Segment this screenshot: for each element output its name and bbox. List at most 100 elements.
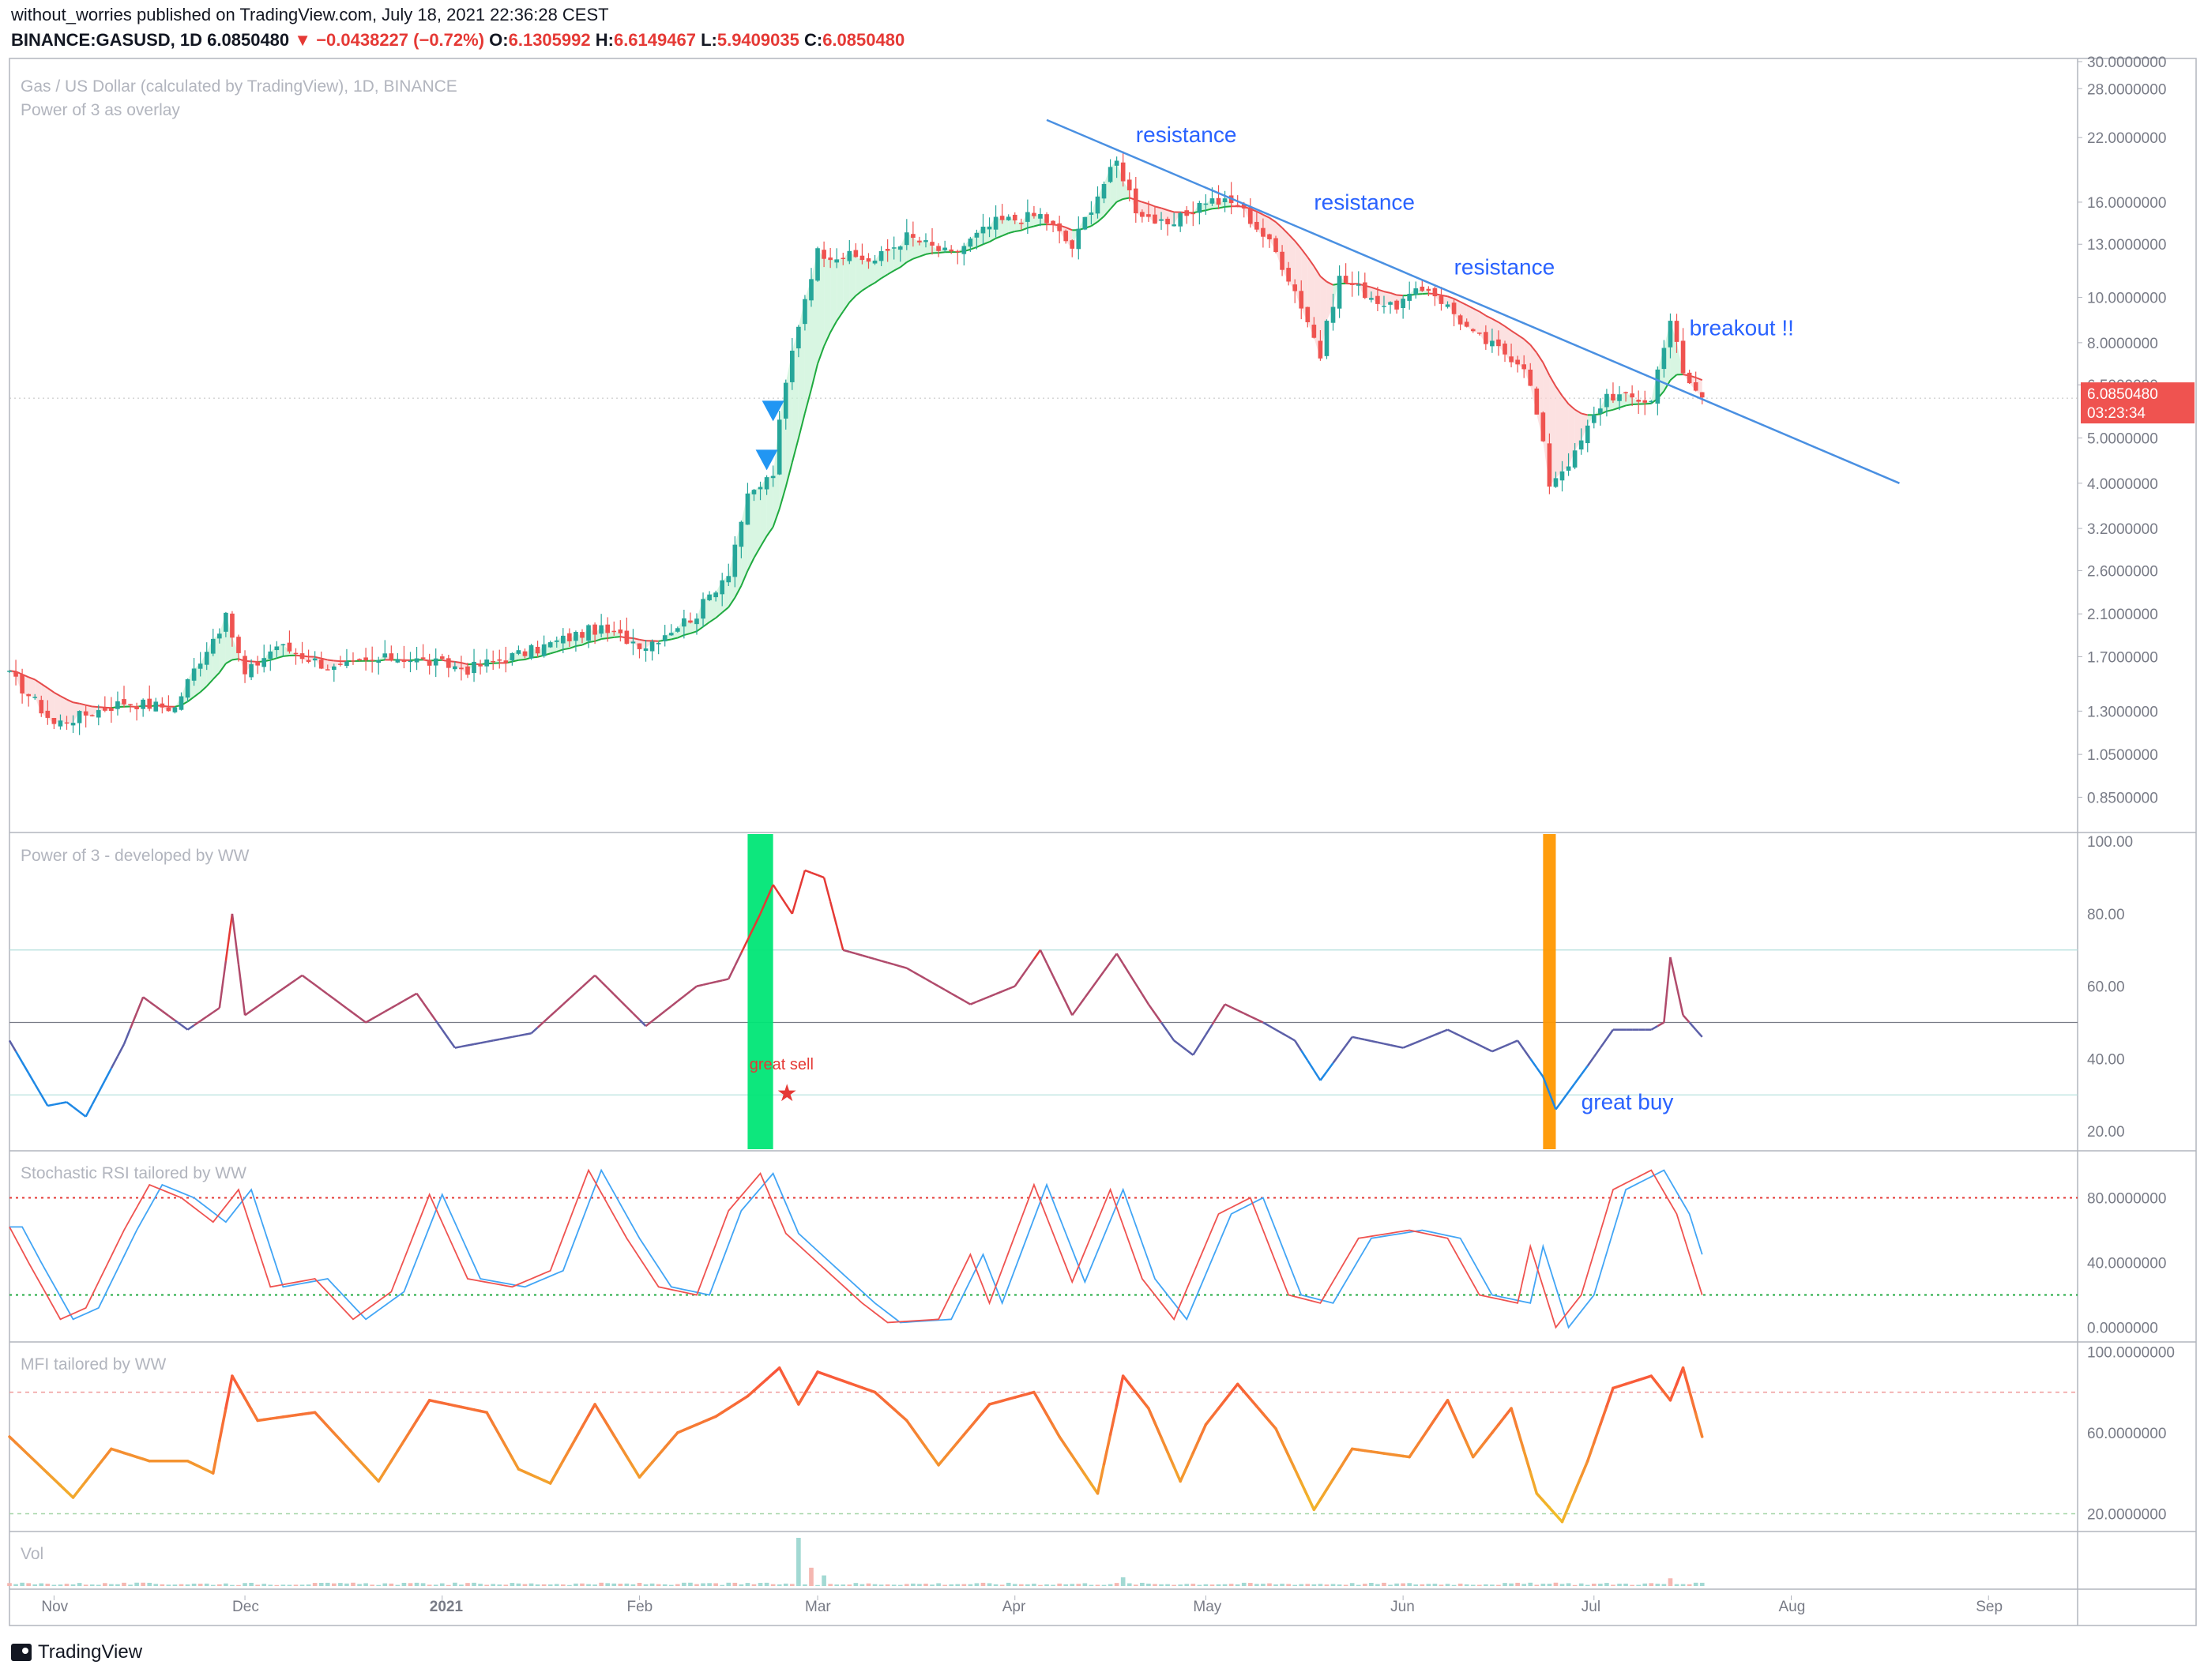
candle-body <box>1484 332 1488 344</box>
candle-body <box>656 642 661 645</box>
candle-body <box>1343 276 1348 283</box>
volume-bar <box>51 1584 57 1586</box>
power3-line-segment <box>1237 1009 1245 1015</box>
overlay-ema-segment <box>1033 224 1041 227</box>
resistance-trendline[interactable] <box>1046 118 1900 484</box>
candle-body <box>1432 288 1438 297</box>
volume-bar <box>243 1583 247 1586</box>
volume-bar <box>427 1584 432 1586</box>
frame-border <box>9 58 2197 1626</box>
candle-body <box>522 651 528 656</box>
mfi-line-segment <box>656 1445 667 1456</box>
volume-bar <box>1190 1584 1196 1586</box>
power3-line-segment <box>441 1028 449 1039</box>
mfi-line-segment <box>568 1437 577 1451</box>
volume-bar <box>1280 1584 1284 1586</box>
power3-line-segment <box>906 967 914 973</box>
candle-body <box>751 490 757 494</box>
osc-tick-label: 60.00 <box>2087 979 2125 996</box>
candle-body <box>1018 222 1024 224</box>
power3-line-segment <box>320 988 329 995</box>
power3-line-segment <box>1364 1039 1372 1043</box>
price-tick-label: 1.3000000 <box>2087 704 2158 720</box>
power3-line-segment <box>817 874 825 879</box>
volume-bar <box>1318 1584 1323 1586</box>
volume-bar <box>1451 1584 1457 1586</box>
volume-bar <box>1572 1584 1578 1586</box>
power3-line-segment <box>142 996 150 1003</box>
candle-body <box>803 299 807 325</box>
volume-bar <box>210 1584 216 1586</box>
mfi-line-segment <box>1675 1366 1685 1386</box>
volume-bar <box>993 1584 999 1586</box>
candle-body <box>351 660 355 662</box>
overlay-fill <box>868 260 875 287</box>
overlay-ema-segment <box>1160 207 1168 212</box>
power3-line-segment <box>403 996 412 1002</box>
power3-line-segment <box>900 965 908 969</box>
candle-body <box>1457 315 1463 325</box>
power3-line-segment <box>28 1073 36 1085</box>
candle-body <box>32 697 38 698</box>
power3-line-segment <box>1485 1047 1493 1053</box>
power3-line-segment <box>409 992 418 998</box>
candle-body <box>1394 300 1399 310</box>
mfi-line-segment <box>1115 1374 1125 1407</box>
osc-tick-label: 100.00 <box>2087 834 2133 851</box>
power3-line-segment <box>1141 994 1149 1005</box>
candle-body <box>1420 286 1425 291</box>
volume-bar <box>255 1584 260 1586</box>
overlay-fill <box>238 652 246 675</box>
candle-body <box>1140 212 1145 217</box>
mfi-line-segment <box>58 1483 69 1494</box>
mfi-line-segment <box>1299 1481 1310 1498</box>
mfi-line-segment <box>1337 1457 1348 1471</box>
overlay-ema-segment <box>829 320 838 333</box>
volume-bar <box>1120 1577 1126 1586</box>
candle-body <box>306 660 311 663</box>
candle-body <box>1006 216 1011 220</box>
power3-line-segment <box>352 1012 360 1019</box>
volume-bar <box>1197 1584 1202 1586</box>
mfi-line-segment <box>52 1478 62 1487</box>
volume-bar <box>1439 1584 1444 1586</box>
candle-body <box>160 703 165 708</box>
candle-body <box>1407 293 1412 301</box>
overlay-ema-segment <box>906 257 914 263</box>
overlay-ema-segment <box>1548 374 1557 387</box>
overlay-ema-segment <box>1504 325 1512 332</box>
mfi-line-segment <box>968 1418 979 1429</box>
power3-line-segment <box>1593 1047 1601 1058</box>
mfi-line-segment <box>765 1372 775 1381</box>
overlay-ema-segment <box>314 656 322 660</box>
power3-line-segment <box>1192 1044 1201 1056</box>
volume-bar <box>1655 1584 1661 1586</box>
overlay-ema-segment <box>1396 294 1404 297</box>
candle-body <box>1693 381 1698 391</box>
star-icon: ★ <box>777 1081 798 1107</box>
power3-line-segment <box>829 901 838 926</box>
osc-tick-label: 40.0000000 <box>2087 1256 2166 1272</box>
overlay-ema-segment <box>205 678 214 687</box>
tradingview-logo[interactable]: TradingView <box>11 1641 142 1663</box>
candle-body <box>1267 234 1272 240</box>
mfi-line-segment <box>625 1455 635 1468</box>
overlay-ema-segment <box>607 636 615 639</box>
mfi-line-segment <box>1204 1415 1214 1426</box>
mfi-line-segment <box>918 1437 927 1449</box>
mfi-line-segment <box>619 1444 629 1458</box>
overlay-ema-segment <box>1581 412 1588 416</box>
overlay-fill <box>1320 276 1327 359</box>
power3-line-segment <box>78 1111 87 1118</box>
overlay-ema-segment <box>1529 344 1538 354</box>
mfi-line-segment <box>810 1370 819 1385</box>
overlay-ema-segment <box>73 701 80 705</box>
mfi-line-segment <box>1439 1399 1450 1411</box>
price-tick-label: 1.7000000 <box>2087 649 2158 666</box>
power3-line-segment <box>1383 1043 1391 1047</box>
volume-bar <box>599 1582 604 1586</box>
candle-body <box>1209 198 1215 204</box>
candle-body <box>1146 214 1151 217</box>
candle-body <box>20 674 24 693</box>
